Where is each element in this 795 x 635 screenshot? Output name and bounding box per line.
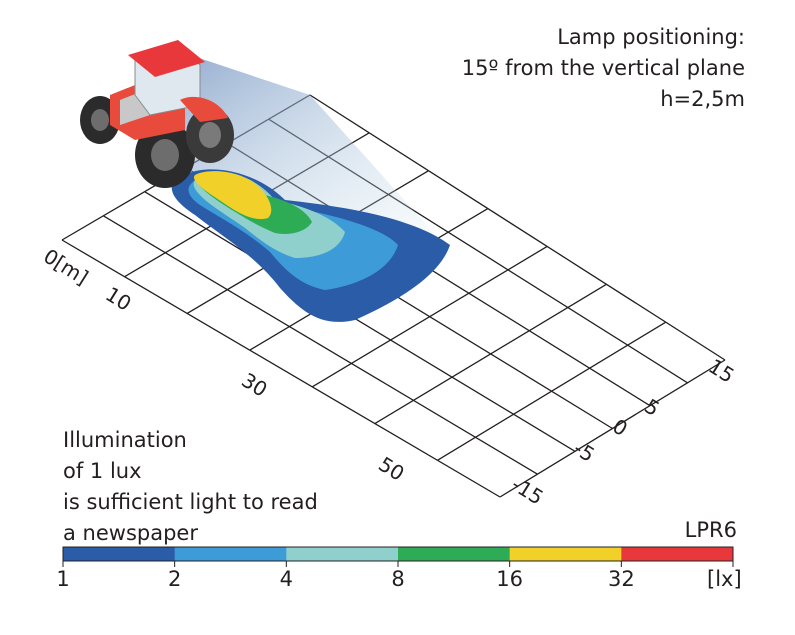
- lamp-info-line-3: h=2,5m: [660, 87, 745, 111]
- unit-label: [lx]: [707, 567, 742, 591]
- scale-label-32: 32: [607, 567, 635, 591]
- distance-label-10: 10: [101, 282, 135, 316]
- distance-label-30: 30: [237, 368, 271, 402]
- grid-line-lateral: [309, 94, 726, 361]
- lamp-info-line-1: Lamp positioning:: [557, 25, 745, 49]
- zone-16lx: [194, 171, 272, 220]
- model-label: LPR6: [684, 518, 737, 542]
- grid-line-lateral: [103, 215, 538, 475]
- lateral-label-minus15: -15: [507, 472, 547, 510]
- scale-label-16: 16: [496, 567, 524, 591]
- scale-segment-2lx: [174, 547, 287, 561]
- lateral-label-0: 0: [608, 414, 632, 441]
- scale-segment-8lx: [398, 547, 511, 561]
- scale-segment-1lx: [63, 547, 176, 561]
- scale-label-4: 4: [279, 567, 294, 591]
- lux-note-line-1: Illumination: [63, 428, 187, 452]
- scale-segment-4lx: [286, 547, 399, 561]
- tractor-icon: [80, 40, 234, 188]
- scale-label-2: 2: [167, 567, 182, 591]
- scale-label-1: 1: [56, 567, 70, 591]
- lux-note-line-4: a newspaper: [63, 521, 198, 545]
- scale-label-8: 8: [391, 567, 405, 591]
- scale-segment-16lx: [509, 547, 622, 561]
- isolux-zones: [171, 169, 450, 322]
- illuminance-color-scale: [62, 546, 734, 567]
- lateral-label-minus5: -5: [569, 436, 599, 467]
- scale-segment-32lx: [621, 547, 734, 561]
- grid-line-lateral: [61, 239, 501, 498]
- lateral-label-15: 15: [704, 354, 738, 388]
- lateral-label-5: 5: [640, 394, 664, 421]
- distance-label-0: 0[m]: [39, 244, 92, 290]
- lamp-info-line-2: 15º from the vertical plane: [461, 56, 745, 80]
- lamp-positioning-note: Lamp positioning: 15º from the vertical …: [462, 22, 745, 115]
- grid-line-lateral: [144, 191, 576, 452]
- lux-note-line-3: is sufficient light to read: [63, 490, 318, 514]
- lux-explanation-note: Illumination of 1 lux is sufficient ligh…: [63, 425, 318, 549]
- lux-note-line-2: of 1 lux: [63, 459, 142, 483]
- distance-label-50: 50: [374, 452, 408, 486]
